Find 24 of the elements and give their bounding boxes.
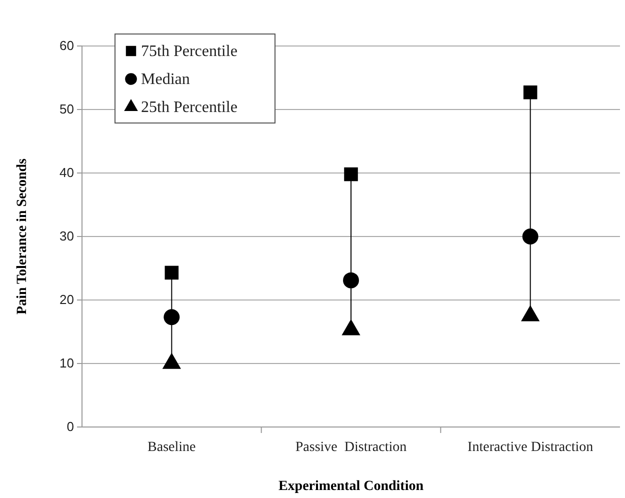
y-tick-label: 0 [66,419,74,434]
y-tick-label: 60 [60,38,74,54]
legend-label: 25th Percentile [141,99,238,116]
point [342,319,360,336]
y-tick-label: 20 [60,292,74,308]
y-tick-label: 10 [60,356,74,371]
point [521,305,540,322]
x-axis-title: Experimental Condition [278,479,424,494]
point [162,352,181,369]
x-tick-label: Passive Distraction [295,440,407,455]
y-tick-label: 50 [60,102,74,117]
y-tick-label: 40 [60,165,74,180]
legend-label: 75th Percentile [141,43,238,60]
y-tick-label: 30 [60,228,74,244]
x-tick-label: Interactive Distraction [468,440,594,455]
x-tick-label: Baseline [148,440,196,455]
point [344,167,358,182]
y-axis-title: Pain Tolerance in Seconds [15,158,30,314]
point [164,266,179,280]
legend-label: Median [141,71,190,88]
point [522,228,538,244]
point [164,309,180,326]
point [523,85,538,100]
point [343,272,359,288]
